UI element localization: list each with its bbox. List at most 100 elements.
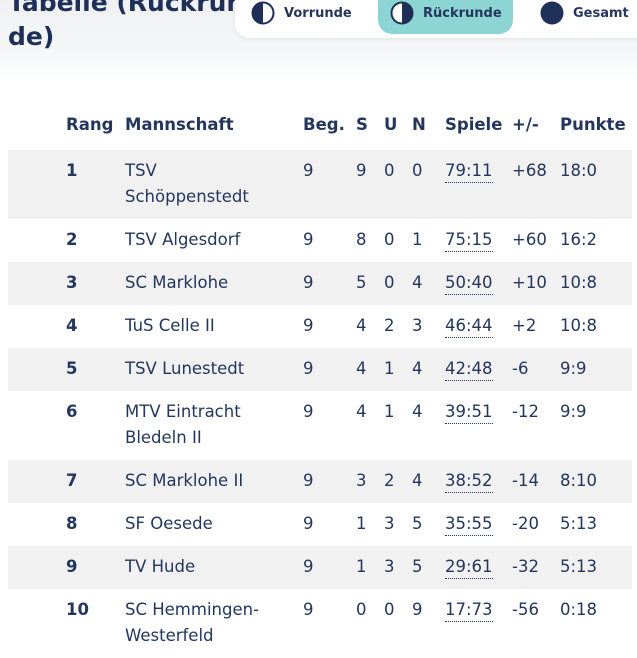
cell: 16:2: [560, 230, 598, 249]
cell: 1: [384, 359, 395, 378]
cell: 8:10: [560, 471, 598, 490]
cell: +10: [512, 273, 547, 292]
cell: Rang: [66, 115, 114, 134]
cell: 5:13: [560, 514, 598, 533]
icon: [251, 1, 275, 25]
table-row: 9 TV Hude 9 1 3 5 29:61 -32 5:13: [8, 546, 632, 589]
cell: 5: [66, 359, 78, 378]
team-name: TSV Lunestedt: [125, 359, 245, 378]
cell[interactable]: 79:11: [445, 160, 493, 183]
tab[interactable]: Gesamt: [540, 0, 629, 34]
cell: 5: [412, 514, 423, 533]
cell: 4: [66, 316, 78, 335]
cell: 9: [303, 230, 314, 249]
cell: Beg.: [303, 115, 345, 134]
icon: [540, 1, 564, 25]
cell: 9:9: [560, 359, 587, 378]
cell: 9: [356, 161, 367, 180]
cell: 9: [303, 557, 314, 576]
team-name: TSV Schöppenstedt: [125, 161, 249, 206]
cell: Punkte: [560, 115, 626, 134]
cell: 4: [412, 273, 423, 292]
cell: 9: [303, 600, 314, 619]
cell: 4: [356, 402, 367, 421]
cell: 10:8: [560, 273, 598, 292]
title-line: de): [8, 22, 55, 51]
cell: 5: [356, 273, 367, 292]
cell: 9: [303, 471, 314, 490]
cell: 4: [356, 316, 367, 335]
cell: -32: [512, 557, 539, 576]
title: Tabelle (Rückrun-de): [8, 0, 255, 54]
tab[interactable]: Vorrunde: [251, 0, 352, 34]
team-name: SC Marklohe II: [125, 471, 244, 490]
cell[interactable]: 35:55: [445, 513, 493, 536]
header-bar: Tabelle (Rückrun-de) Vorrunde Rückrunde …: [0, 0, 637, 80]
tab-active[interactable]: Rückrunde: [378, 0, 513, 34]
cell[interactable]: 75:15: [445, 229, 493, 252]
table-row: 3 SC Marklohe 9 5 0 4 50:40 +10 10:8: [8, 262, 632, 305]
cell: 4: [412, 471, 423, 490]
team-name: TSV Algesdorf: [125, 230, 241, 249]
table-row: 2 TSV Algesdorf 9 8 0 1 75:15 +60 16:2: [8, 219, 632, 262]
cell: 0:18: [560, 600, 598, 619]
cell: 4: [356, 359, 367, 378]
cell[interactable]: 50:40: [445, 272, 493, 295]
cell: 0: [384, 273, 395, 292]
cell: 5: [412, 557, 423, 576]
cell: 0: [384, 230, 395, 249]
cell[interactable]: 29:61: [445, 556, 493, 579]
cell: 5:13: [560, 557, 598, 576]
cell: -56: [512, 600, 539, 619]
cell[interactable]: 42:48: [445, 358, 493, 381]
cell: 9: [303, 402, 314, 421]
tab-label: Rückrunde: [423, 5, 502, 21]
cell: 0: [412, 161, 423, 180]
cell: 7: [66, 471, 78, 490]
cell: +2: [512, 316, 537, 335]
cell: 8: [66, 514, 78, 533]
cell: 6: [66, 402, 78, 421]
cell: 9:9: [560, 402, 587, 421]
table-row: 10 SC Hemmingen-Westerfeld 9 0 0 9 17:73 -56 0:1…: [8, 589, 632, 658]
cell: -14: [512, 471, 539, 490]
cell: 9: [303, 161, 314, 180]
cell: 1: [384, 402, 395, 421]
cell: 1: [412, 230, 423, 249]
team-name: SF Oesede: [125, 514, 213, 533]
title-line: Tabelle (Rückrun-: [8, 0, 255, 17]
cell: 1: [356, 557, 367, 576]
cell: 3: [412, 316, 423, 335]
cell: 0: [384, 600, 395, 619]
cell: 3: [384, 514, 395, 533]
cell: 2: [384, 316, 395, 335]
standings-table: Rang Mannschaft Beg. S U N Spiele +/- Punkte 1 TSV…: [8, 108, 632, 658]
cell: -20: [512, 514, 539, 533]
team-name: SC Hemmingen-Westerfeld: [125, 600, 260, 645]
cell: 3: [384, 557, 395, 576]
team-name: MTV Eintracht Bledeln II: [125, 402, 241, 447]
cell: +68: [512, 161, 547, 180]
cell: 10:8: [560, 316, 598, 335]
cell: U: [384, 115, 398, 134]
team-name: TV Hude: [125, 557, 196, 576]
cell: 4: [412, 402, 423, 421]
table-row: 6 MTV Eintracht Bledeln II 9 4 1 4 39:51 -12 9:9: [8, 391, 632, 460]
table-row: 4 TuS Celle II 9 4 2 3 46:44 +2 10:8: [8, 305, 632, 348]
cell: S: [356, 115, 368, 134]
icon: [390, 1, 414, 25]
cell: 2: [66, 230, 78, 249]
cell: 9: [303, 273, 314, 292]
cell: -12: [512, 402, 539, 421]
table-row: 1 TSV Schöppenstedt 9 9 0 0 79:11 +68 18:0: [8, 150, 632, 219]
cell[interactable]: 17:73: [445, 599, 493, 622]
team-name: Mannschaft: [125, 115, 234, 134]
cell: 2: [384, 471, 395, 490]
team-name: SC Marklohe: [125, 273, 229, 292]
cell[interactable]: 38:52: [445, 470, 493, 493]
cell[interactable]: 46:44: [445, 315, 493, 338]
cell: +/-: [512, 115, 539, 134]
cell: 4: [412, 359, 423, 378]
table-row: 8 SF Oesede 9 1 3 5 35:55 -20 5:13: [8, 503, 632, 546]
cell[interactable]: 39:51: [445, 401, 493, 424]
